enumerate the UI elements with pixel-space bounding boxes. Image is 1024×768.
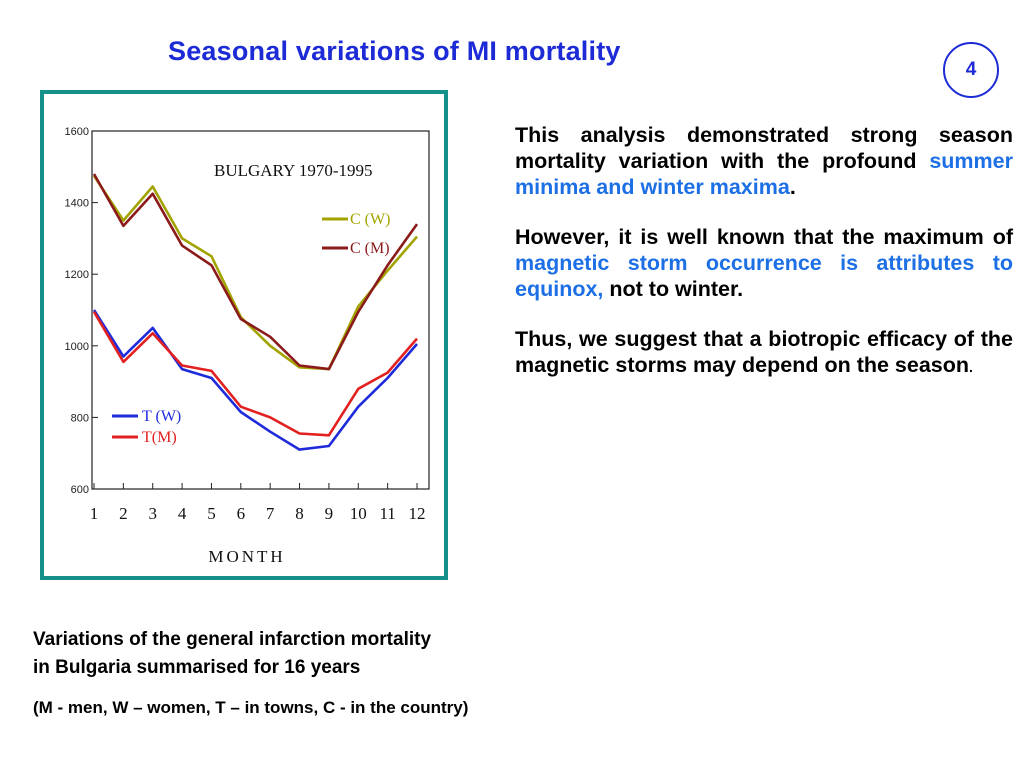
paragraph-3-text: Thus, we suggest that a biotropic effica… [515,327,1013,377]
legend: C (W) C (M) T (W) T(M) [112,211,390,446]
paragraph-2-text: However, it is well known that the maxim… [515,225,1013,249]
y-axis: 600 800 1000 1200 1400 1600 [65,126,98,496]
legend-label-c-m: C (M) [350,240,390,257]
legend-label-t-m: T(M) [142,429,177,446]
series-line-c-w [92,175,418,371]
legend-label-t-w: T (W) [142,408,181,425]
x-tick-label: 12 [409,504,426,523]
paragraph-3-end: . [969,359,973,375]
chart-title: BULGARY 1970-1995 [214,161,373,180]
paragraph-2-highlight: magnetic storm occurrence is attributes … [515,251,1013,301]
y-tick-label: 800 [71,412,89,424]
x-tick-label: 10 [350,504,367,523]
y-tick-label: 1400 [65,198,89,210]
paragraph-1-highlight: summer minima and winter maxima [515,149,1013,199]
x-tick-label: 11 [379,504,395,523]
series-layer [92,173,419,451]
page-number-badge: 4 [943,42,999,98]
x-tick-label: 4 [178,504,187,523]
paragraph-2-end: not to winter. [603,277,744,301]
caption-line-1: Variations of the general infarction mor… [33,629,432,650]
figure-caption: Variations of the general infarction mor… [33,626,431,682]
x-tick-label: 6 [237,504,246,523]
chart-frame: 600 800 1000 1200 1400 1600 1 2 3 4 5 6 7 8 9 10 11 12 B… [40,90,448,580]
plot-area [91,130,430,490]
y-tick-label: 1600 [65,126,89,138]
y-tick-label: 1000 [65,341,89,353]
x-tick-label: 9 [325,504,334,523]
x-axis-label: MONTH [208,547,285,566]
x-tick-label: 2 [119,504,128,523]
series-line-c-m [92,173,419,371]
slide-title: Seasonal variations of MI mortality [168,36,621,66]
x-axis: 1 2 3 4 5 6 7 8 9 10 11 12 [90,483,426,523]
paragraph-1-text: This analysis demonstrated strong season… [515,123,1013,173]
caption-line-2: in Bulgaria summarised for 16 years [33,657,361,678]
page-number: 4 [965,59,977,80]
body-text: This analysis demonstrated strong season… [515,122,1013,404]
y-tick-label: 600 [71,484,89,496]
y-tick-label: 1200 [65,269,89,281]
x-tick-label: 7 [266,504,275,523]
series-line-t-w [92,309,418,451]
paragraph-1-end: . [789,175,796,199]
paragraph-3: Thus, we suggest that a biotropic effica… [515,326,1013,380]
caption-note: (M - men, W – women, T – in towns, C - i… [33,698,469,717]
legend-label-c-w: C (W) [350,211,390,228]
x-tick-label: 8 [295,504,304,523]
x-tick-label: 3 [148,504,157,523]
paragraph-2: However, it is well known that the maxim… [515,224,1013,302]
x-tick-label: 5 [207,504,216,523]
paragraph-1: This analysis demonstrated strong season… [515,122,1013,200]
series-line-t-m [92,311,418,437]
x-tick-label: 1 [90,504,99,523]
